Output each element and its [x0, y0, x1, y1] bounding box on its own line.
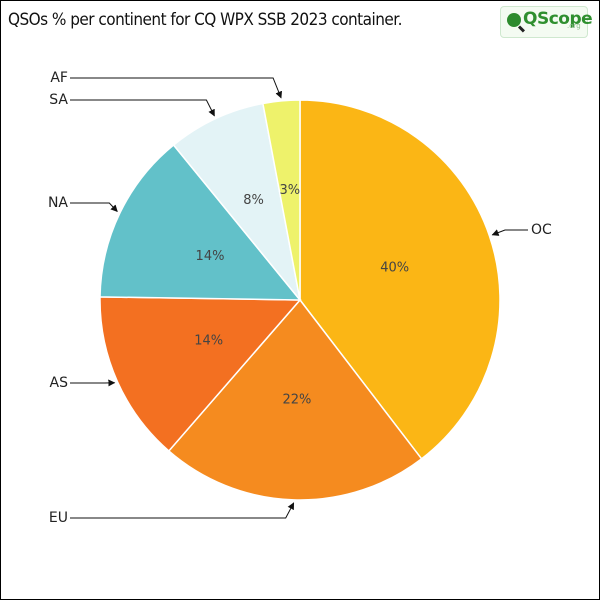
leader-line-sa [70, 99, 215, 117]
slice-category-label-eu: EU [49, 510, 68, 526]
leader-line-na [70, 202, 118, 213]
pie-slice-sa[interactable] [172, 102, 301, 301]
slice-value-label-as: 14% [194, 333, 223, 348]
pie-slice-na[interactable] [99, 143, 302, 301]
logo-wordmark: QScope [523, 9, 593, 29]
slice-value-label-na: 14% [196, 249, 225, 264]
pie-slice-as[interactable] [99, 296, 302, 453]
slice-category-label-na: NA [48, 195, 68, 211]
chart-title: QSOs % per continent for CQ WPX SSB 2023… [8, 10, 402, 30]
magnifier-icon [507, 13, 521, 27]
slice-category-label-af: AF [50, 70, 68, 86]
slice-category-label-as: AS [50, 375, 69, 391]
pie-slice-af[interactable] [262, 99, 301, 301]
slice-value-label-eu: 22% [282, 393, 311, 408]
leader-line-af [70, 77, 282, 99]
logo-tld: .org [567, 22, 581, 30]
leader-line-eu [70, 502, 295, 519]
slice-value-label-oc: 40% [380, 260, 409, 275]
pie-slice-eu[interactable] [167, 298, 423, 501]
slice-category-label-oc: OC [531, 222, 552, 238]
pie-slice-oc[interactable] [299, 99, 501, 460]
slice-value-label-sa: 8% [243, 193, 264, 208]
slice-category-label-sa: SA [49, 92, 68, 108]
slice-value-label-af: 3% [279, 183, 300, 198]
qscope-logo[interactable]: QScope .org [500, 6, 593, 38]
leader-line-oc [491, 229, 528, 236]
